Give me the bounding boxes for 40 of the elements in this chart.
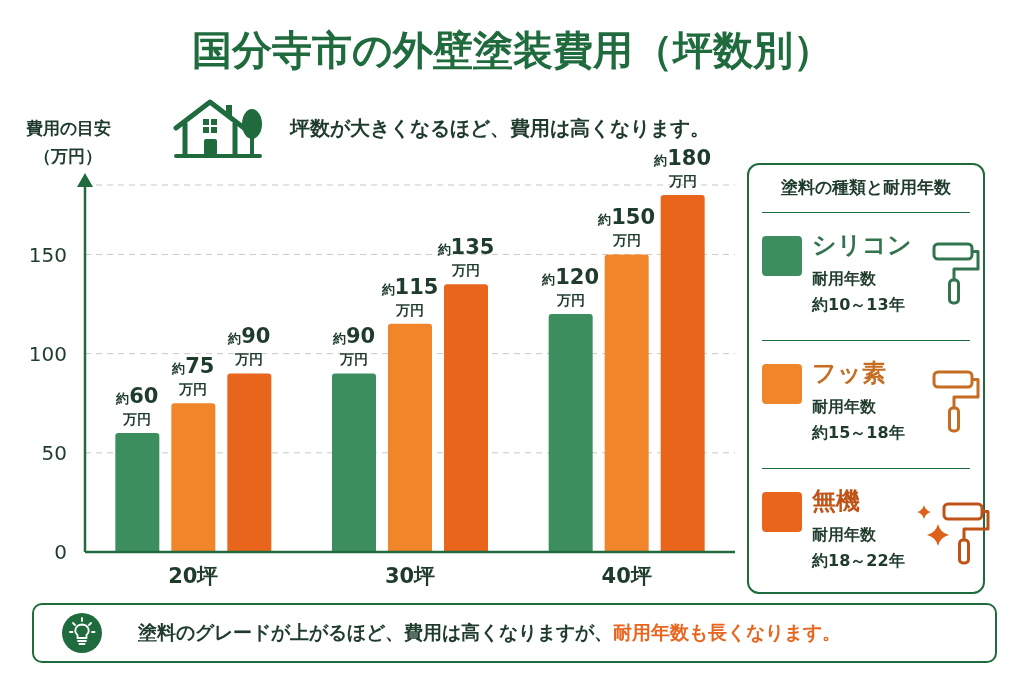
bar (227, 373, 272, 552)
y-tick-label: 50 (41, 440, 67, 465)
data-label: 約90 万円 (227, 324, 271, 368)
chart-subtitle: 坪数が大きくなるほど、費用は高くなります。 (290, 115, 710, 142)
text: 耐用年数も長くなります。 (613, 621, 841, 643)
y-tick-label: 150 (28, 242, 67, 267)
data-label: 約75 万円 (171, 354, 215, 398)
bar (388, 323, 432, 552)
x-tick-label: 40坪 (601, 563, 652, 588)
x-tick-label: 30坪 (384, 563, 436, 588)
bar (444, 284, 488, 552)
bar (171, 403, 216, 552)
text: 耐用年数 (812, 396, 876, 418)
data-label: 約150 万円 (597, 205, 656, 249)
data-label: 約120 万円 (541, 264, 600, 308)
legend-label: フッ素 (812, 358, 886, 388)
text: 約18～22年 (812, 550, 905, 572)
text: 耐用年数 (812, 524, 876, 546)
data-label: 約60 万円 (115, 383, 159, 427)
data-label: 約90 万円 (331, 324, 376, 368)
x-tick-label: 20坪 (168, 563, 219, 588)
legend-title: 塗料の種類と耐用年数 (780, 176, 952, 199)
bar (604, 254, 649, 552)
text: 約15～18年 (812, 422, 905, 444)
text: 耐用年数 (812, 268, 876, 290)
legend-label: シリコン (812, 230, 912, 260)
bar (548, 313, 593, 552)
text: 塗料のグレードが上がるほど、費用は高くなりますが、 (138, 621, 613, 643)
legend-label: 無機 (812, 486, 860, 516)
data-label: 約135 万円 (436, 235, 495, 279)
bar (115, 432, 160, 552)
y-axis-title: 費用の目安（万円） (24, 117, 112, 168)
bar (660, 194, 705, 552)
chart-title: 国分寺市の外壁塗装費用（坪数別） (190, 26, 834, 75)
bar (332, 373, 376, 552)
data-label: 約180 万円 (653, 145, 712, 189)
y-tick-label: 100 (28, 341, 67, 366)
y-tick-label: 0 (54, 540, 67, 565)
data-label: 約115 万円 (380, 274, 439, 318)
text: 約10～13年 (812, 294, 905, 316)
